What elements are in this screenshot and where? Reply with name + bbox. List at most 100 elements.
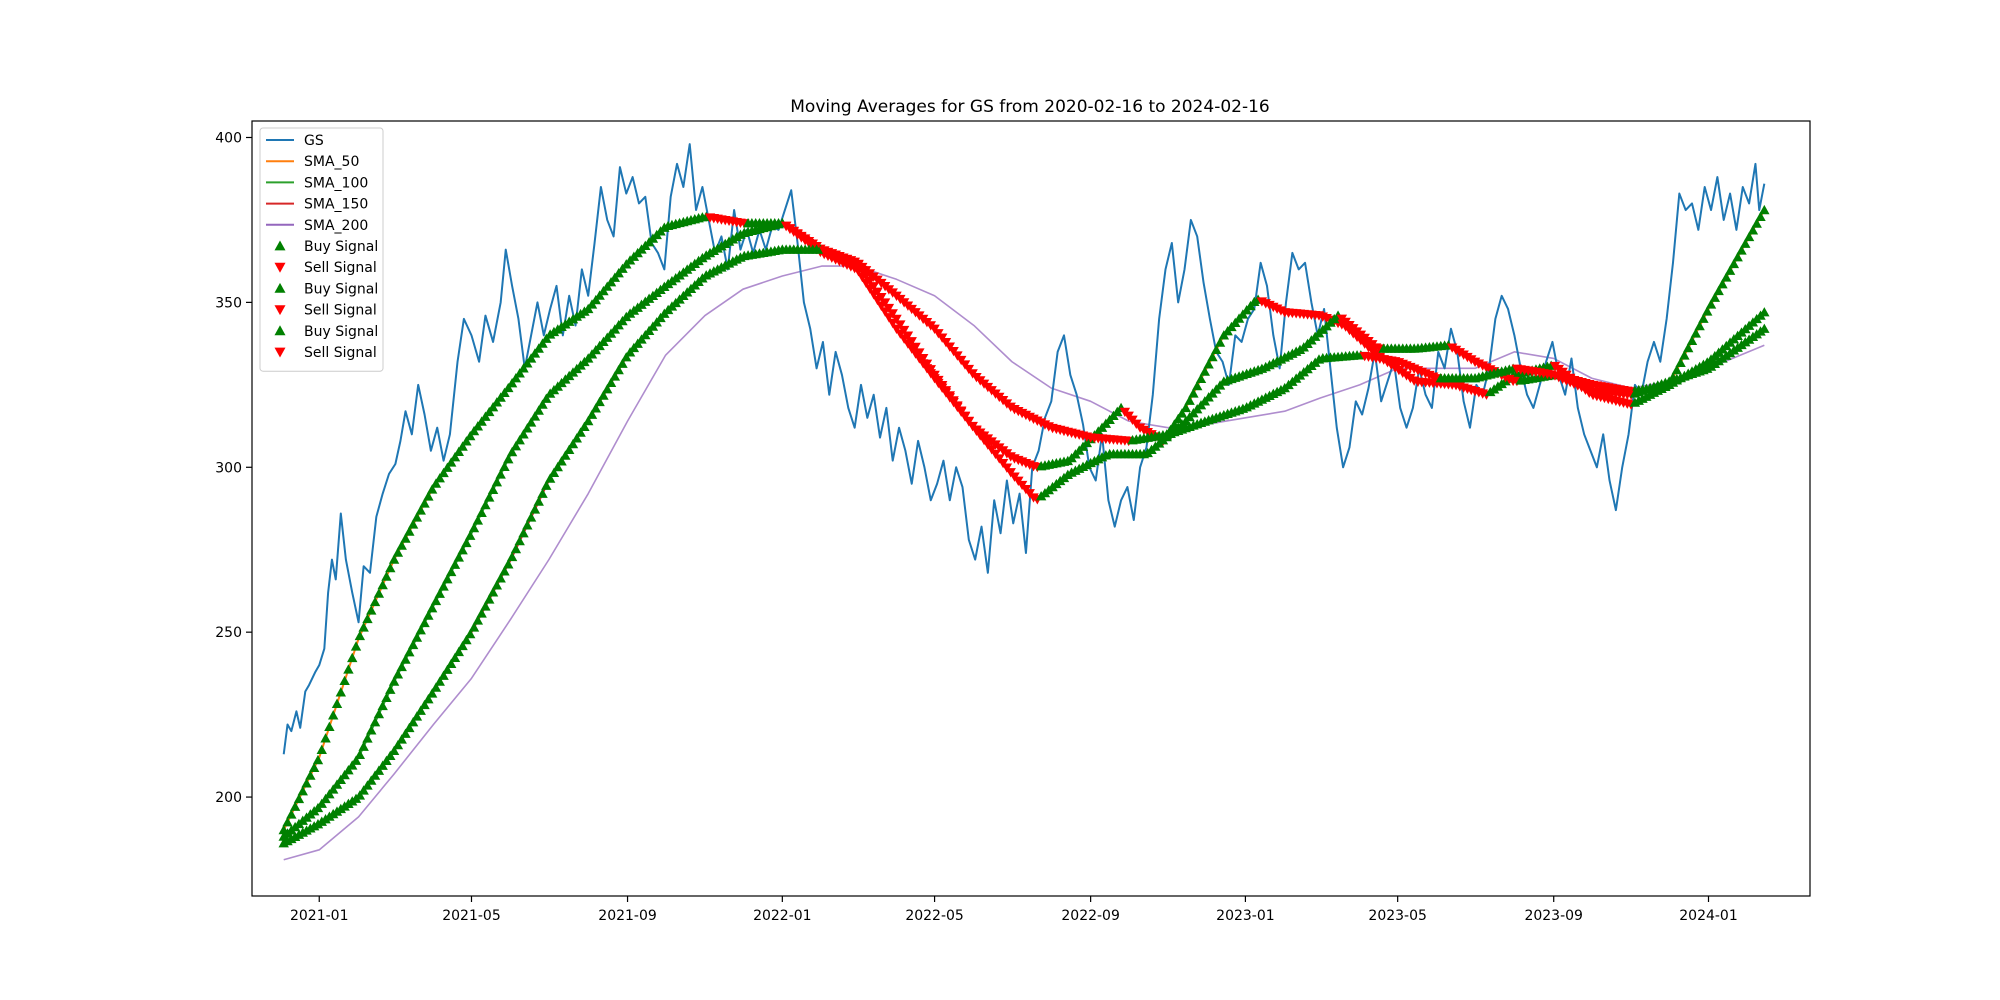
legend-label: Sell Signal (304, 303, 377, 319)
buy-signal-marker (430, 682, 442, 692)
buy-signal-marker (529, 411, 541, 421)
buy-signal-marker (286, 809, 297, 819)
sell-signal-marker (914, 348, 925, 358)
buy-signal-marker (1683, 342, 1694, 353)
buy-signal-marker (400, 654, 411, 664)
buy-signal-marker (1717, 279, 1728, 289)
legend-sell-marker (274, 262, 286, 273)
legend-label: Sell Signal (304, 345, 377, 361)
buy-signal-marker (586, 409, 598, 419)
buy-signal-marker (1759, 204, 1770, 215)
buy-signal-marker (442, 573, 453, 584)
buy-signal-marker (293, 793, 305, 804)
buy-signal-marker (377, 700, 388, 711)
buy-signal-marker (358, 785, 369, 795)
legend-box (259, 127, 384, 372)
buy-signal-marker (541, 480, 552, 490)
sell-signal-marker (921, 359, 933, 369)
series-line-gs (282, 143, 1766, 755)
buy-signal-marker (510, 373, 522, 383)
x-tick-label: 2022-05 (905, 908, 964, 924)
sell-signal-marker (967, 421, 978, 432)
legend-buy-marker (274, 240, 286, 251)
buy-signal-marker (495, 573, 506, 583)
buy-signal-marker (567, 438, 579, 449)
buy-signal-marker (423, 610, 434, 620)
legend-item-buy-signal: Buy Signal (274, 281, 378, 297)
buy-signal-marker (491, 397, 503, 407)
buy-signal-marker (518, 429, 529, 439)
buy-signal-marker (1679, 350, 1690, 360)
buy-signal-marker (423, 693, 434, 704)
buy-signal-marker (396, 540, 407, 550)
buy-signal-marker (305, 770, 316, 780)
buy-signal-marker (373, 708, 385, 719)
buy-signal-marker (510, 440, 522, 451)
buy-signal-marker (522, 358, 533, 368)
buy-signal-marker (1736, 245, 1747, 255)
buy-signal-marker (487, 484, 499, 494)
buy-signal-marker (533, 343, 544, 353)
buy-signal-marker (1747, 225, 1759, 235)
buy-signal-marker (407, 519, 419, 529)
buy-signal-marker (495, 392, 506, 402)
buy-signal-marker (404, 722, 415, 733)
buy-signal-marker (1172, 413, 1184, 424)
buy-signal-marker (1671, 364, 1682, 375)
buy-signal-marker (388, 745, 400, 756)
buy-signal-marker (1759, 307, 1770, 317)
sell-signal-marker (879, 298, 891, 308)
legend-label: Buy Signal (304, 324, 378, 340)
buy-signal-marker (426, 688, 438, 698)
buy-signal-marker (541, 393, 552, 403)
buy-signal-marker (449, 559, 461, 569)
buy-signal-marker (415, 705, 426, 715)
legend-buy-marker (274, 325, 286, 336)
buy-signal-marker (594, 396, 605, 407)
buy-signal-marker (350, 755, 362, 765)
buy-signal-marker (472, 615, 484, 625)
sell-signal-marker (891, 314, 902, 325)
buy-signal-marker (362, 613, 373, 624)
buy-signal-marker (1740, 238, 1751, 248)
buy-signal-marker (465, 530, 476, 540)
buy-signal-marker (1203, 359, 1214, 369)
buy-signal-marker (407, 716, 419, 727)
buy-signal-marker (324, 788, 335, 799)
buy-signal-marker (476, 507, 487, 517)
buy-signal-marker (1694, 320, 1705, 331)
legend-label: SMA_200 (304, 218, 368, 234)
legend-label: SMA_100 (304, 175, 368, 191)
buy-signal-marker (609, 371, 621, 381)
buy-signal-marker (347, 760, 358, 770)
legend-item-sma-150: SMA_150 (266, 197, 368, 213)
buy-signal-marker (476, 608, 487, 618)
buy-signal-marker (1743, 231, 1755, 242)
buy-signal-marker (438, 581, 449, 591)
y-tick-label: 300 (215, 460, 242, 476)
buy-signal-marker (404, 526, 415, 536)
buy-signal-marker (1180, 402, 1191, 413)
y-tick-label: 400 (215, 130, 242, 146)
buy-signal-marker (1214, 337, 1226, 347)
buy-signal-marker (506, 446, 518, 457)
sell-signal-marker (898, 325, 910, 336)
buy-signal-marker (1732, 252, 1743, 262)
buy-signal-marker (602, 383, 613, 394)
buy-signal-marker (430, 478, 442, 488)
legend-label: Buy Signal (304, 239, 378, 255)
buy-signal-marker (385, 562, 396, 573)
sell-signal-marker (917, 353, 929, 364)
buy-signal-marker (343, 765, 354, 775)
buy-signal-marker (373, 588, 385, 598)
buy-signal-marker (297, 785, 308, 796)
buy-signal-marker (605, 377, 617, 387)
buy-signal-marker (491, 580, 503, 590)
buy-signal-marker (1675, 357, 1686, 367)
x-tick-label: 2024-01 (1679, 908, 1738, 924)
buy-signal-marker (1698, 313, 1709, 323)
buy-signal-marker (339, 769, 350, 780)
sell-signal-marker (910, 342, 921, 353)
buy-signal-marker (381, 755, 392, 765)
legend-label: SMA_150 (304, 197, 368, 213)
